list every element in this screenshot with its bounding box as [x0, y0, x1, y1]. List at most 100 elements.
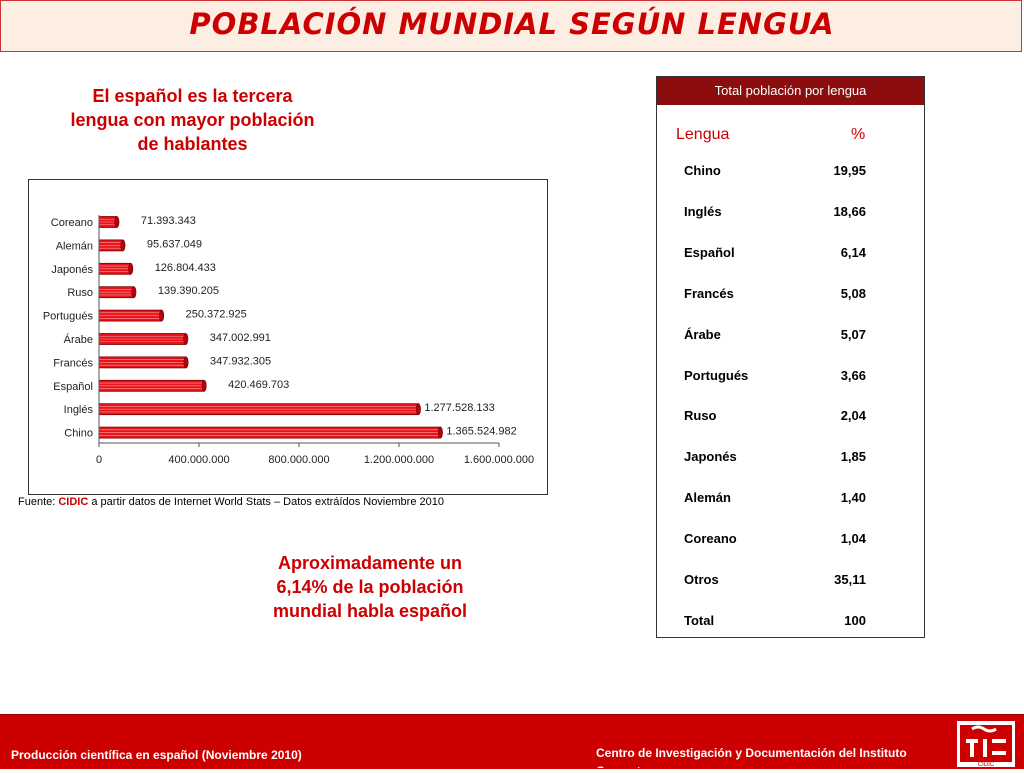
category-label: Francés — [53, 357, 93, 369]
row-percent: 100 — [844, 612, 866, 628]
row-language: Francés — [684, 285, 734, 301]
table-title: Total población por lengua — [657, 77, 924, 105]
value-label: 95.637.049 — [147, 238, 202, 250]
bar-group — [98, 426, 443, 439]
footer-right-text: Centro de Investigación y Documentación … — [596, 746, 907, 768]
x-tick-label: 400.000.000 — [168, 454, 229, 466]
row-percent: 3,66 — [840, 367, 866, 383]
row-percent: 1,85 — [840, 449, 866, 465]
row-language: Total — [684, 612, 715, 628]
source-org: CIDIC — [58, 496, 89, 508]
row-percent: 6,14 — [840, 244, 866, 260]
row-percent: 19,95 — [833, 163, 866, 178]
category-label: Japonés — [51, 264, 93, 276]
source-note: Fuente: CIDIC a partir datos de Internet… — [18, 496, 444, 508]
category-label: Español — [53, 381, 93, 393]
bar-chart: Coreano 71.393.343 Alemán 95.637.049 Japonés… — [28, 179, 548, 495]
col-header-pct: % — [851, 126, 866, 143]
row-language: Ruso — [684, 408, 717, 424]
row-percent: 2,04 — [840, 408, 866, 424]
row-language: Alemán — [684, 490, 731, 506]
row-language: Español — [684, 244, 735, 260]
source-prefix: Fuente: — [18, 496, 59, 508]
row-percent: 1,04 — [840, 531, 866, 547]
row-language: Portugués — [684, 367, 749, 383]
table-row: Inglés 18,66 — [657, 204, 924, 224]
bar-group — [98, 356, 189, 369]
bar-group — [98, 286, 137, 299]
bar-cap — [159, 309, 165, 322]
table-row: Portugués 3,66 — [657, 368, 924, 388]
highlight-note: Aproximadamente un 6,14% de la población… — [272, 553, 468, 621]
table-row: Alemán 1,40 — [657, 490, 924, 510]
logo-caption: CIDIC — [978, 762, 995, 768]
table-row: Ruso 2,04 — [657, 408, 924, 428]
bar-group — [98, 403, 421, 416]
bar-group — [98, 216, 120, 228]
value-label: 139.390.205 — [158, 285, 219, 297]
cidic-logo: CIDIC — [946, 719, 1022, 769]
bar-cap — [201, 380, 207, 392]
bar-group — [98, 309, 165, 322]
row-language: Coreano — [684, 531, 737, 547]
cervantes-logo-icon: CIDIC — [957, 721, 1015, 768]
value-label: 1.365.524.982 — [446, 426, 516, 438]
bar-group — [98, 239, 126, 252]
x-tick-label: 1.200.000.000 — [364, 454, 434, 466]
bar-cap — [120, 239, 126, 252]
table-row: Árabe 5,07 — [657, 327, 924, 347]
category-label: Ruso — [67, 287, 93, 299]
row-language: Árabe — [684, 326, 721, 342]
table-row: Español 6,14 — [657, 245, 924, 265]
category-label: Coreano — [51, 217, 93, 229]
row-percent: 35,11 — [834, 572, 866, 587]
value-label: 126.804.433 — [155, 262, 216, 274]
x-tick-label: 1.600.000.000 — [464, 454, 534, 466]
x-tick-label: 800.000.000 — [268, 454, 329, 466]
col-header-lang: Lengua — [676, 126, 730, 143]
table-row: Francés 5,08 — [657, 286, 924, 306]
row-percent: 1,40 — [840, 490, 866, 506]
value-label: 347.932.305 — [210, 355, 271, 367]
bar-group — [98, 379, 207, 392]
bar-cap — [437, 426, 443, 439]
bar-cap — [183, 356, 189, 369]
value-label: 71.393.343 — [141, 215, 196, 227]
row-percent: 18,66 — [833, 203, 866, 219]
value-label: 250.372.925 — [186, 309, 247, 321]
row-language: Japonés — [684, 449, 737, 465]
table-row: Japonés 1,85 — [657, 449, 924, 469]
table-row: Chino 19,95 — [657, 163, 924, 183]
category-label: Árabe — [64, 333, 93, 346]
bar-chart-svg: Coreano 71.393.343 Alemán 95.637.049 Japonés… — [43, 215, 534, 466]
category-label: Alemán — [56, 240, 93, 252]
bar-cap — [415, 403, 421, 415]
row-language: Chino — [684, 163, 721, 178]
bar-cap — [131, 286, 137, 298]
row-language: Otros — [684, 572, 719, 587]
category-label: Portugués — [43, 311, 94, 323]
table-row: Total 100 — [657, 613, 924, 633]
bar-cap — [114, 216, 120, 228]
title-bar: POBLACIÓN MUNDIAL SEGÚN LENGUA — [0, 0, 1022, 52]
bar-cap — [128, 263, 134, 275]
x-tick-label: 0 — [96, 454, 102, 466]
population-table: Total población por lengua Lengua % Chin… — [656, 76, 925, 638]
table-row: Coreano 1,04 — [657, 531, 924, 551]
value-label: 420.469.703 — [228, 379, 289, 391]
category-label: Chino — [64, 428, 93, 440]
row-language: Inglés — [684, 203, 722, 219]
table-row: Otros 35,11 — [657, 572, 924, 592]
page-title: POBLACIÓN MUNDIAL SEGÚN LENGUA — [189, 7, 835, 41]
row-percent: 5,07 — [840, 326, 866, 342]
bar-cap — [183, 333, 189, 345]
bar-group — [98, 333, 189, 345]
source-rest: a partir datos de Internet World Stats –… — [88, 496, 444, 508]
category-label: Inglés — [64, 404, 94, 416]
footer-left-text: Producción científica en español (Noviem… — [11, 748, 302, 762]
value-label: 1.277.528.133 — [424, 402, 494, 414]
footer: Producción científica en español (Noviem… — [0, 714, 1024, 769]
row-percent: 5,08 — [840, 285, 866, 301]
value-label: 347.002.991 — [210, 332, 271, 344]
headline: El español es la tercera lengua con mayo… — [70, 86, 315, 154]
